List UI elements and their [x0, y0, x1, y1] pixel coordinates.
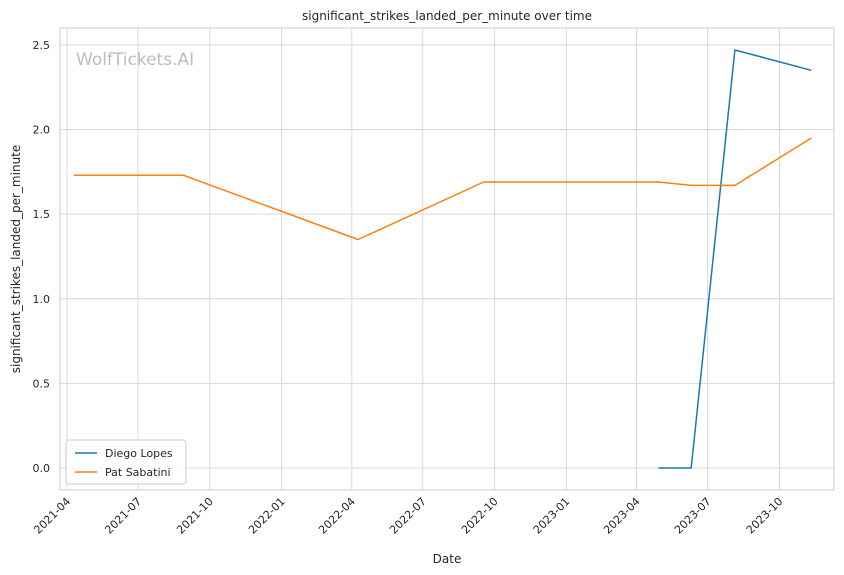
y-axis-label: significant_strikes_landed_per_minute — [9, 145, 23, 374]
watermark-text: WolfTickets.AI — [76, 50, 194, 70]
series-lines — [74, 49, 812, 469]
y-tick-label: 2.0 — [33, 124, 51, 137]
series-line-pat-sabatini — [74, 137, 812, 241]
y-tick-label: 1.0 — [33, 293, 51, 306]
y-tick-label: 2.5 — [33, 39, 51, 52]
y-tick-label: 1.5 — [33, 208, 51, 221]
y-axis-ticks: 0.0 0.5 1.0 1.5 2.0 2.5 — [33, 39, 51, 475]
chart-title: significant_strikes_landed_per_minute ov… — [302, 9, 592, 23]
grid — [60, 28, 834, 490]
y-tick-label: 0.5 — [33, 377, 51, 390]
x-axis-label: Date — [433, 552, 462, 566]
legend-label: Pat Sabatini — [105, 466, 171, 479]
legend-label: Diego Lopes — [105, 447, 173, 460]
y-tick-label: 0.0 — [33, 462, 51, 475]
series-line-diego-lopes — [658, 49, 812, 469]
plot-frame — [59, 27, 835, 491]
legend: Diego Lopes Pat Sabatini — [65, 439, 187, 485]
legend-box — [65, 439, 187, 485]
